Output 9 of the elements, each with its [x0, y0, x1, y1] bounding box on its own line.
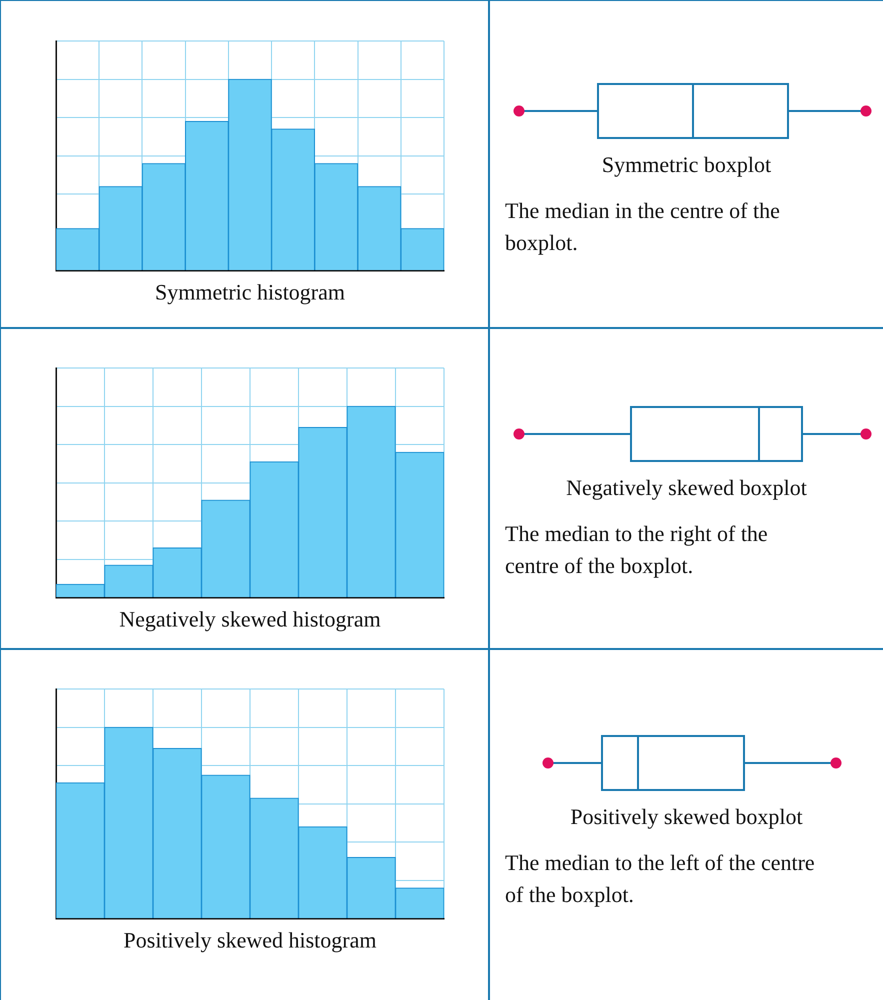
x-axis-title: Symmetric histogram	[154, 280, 346, 305]
text: Symmetric boxplot	[600, 151, 772, 179]
text: The median in the centre of the boxplot.	[505, 197, 781, 257]
text: The median to the left of the centre of the boxplot.	[505, 849, 816, 909]
text: Negatively skewed boxplot	[565, 474, 808, 502]
x-axis-title: Negatively skewed histogram	[119, 606, 381, 632]
x-axis-title: Positively skewed histogram	[124, 928, 376, 953]
text: The median to the right of the centre of the boxplot.	[505, 520, 769, 580]
text: Positively skewed boxplot	[569, 803, 804, 831]
